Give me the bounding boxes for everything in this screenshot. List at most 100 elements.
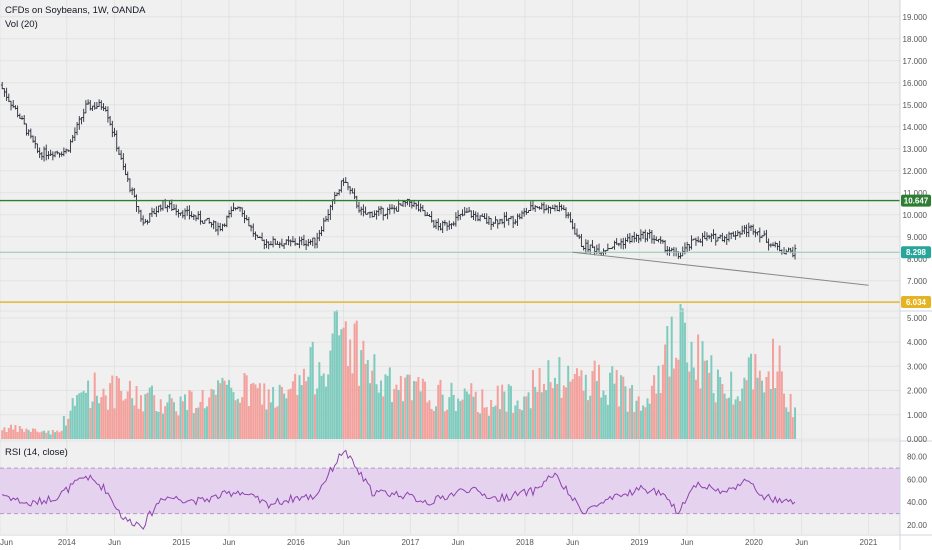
volume-bar (87, 380, 90, 439)
volume-bar (571, 379, 574, 439)
volume-bar (430, 408, 433, 439)
volume-bar (82, 390, 85, 439)
volume-bar (426, 402, 429, 439)
volume-bar (49, 434, 52, 439)
volume-bar (335, 310, 338, 439)
volume-bar (450, 382, 453, 439)
volume-bar (296, 394, 299, 439)
rsi-axis[interactable]: 80.00 60.00 40.00 20.00 (907, 453, 928, 530)
volume-tick-label: 4.000 (907, 338, 928, 347)
volume-tick-label: 2.000 (907, 387, 928, 396)
rsi-indicator-label[interactable]: RSI (14, close) (5, 447, 68, 458)
volume-bar (754, 354, 757, 439)
volume-bar (657, 365, 660, 439)
volume-bar (716, 369, 719, 439)
volume-bar (721, 384, 724, 439)
volume-bar (745, 380, 748, 439)
volume-bar (181, 401, 184, 439)
volume-bar (584, 374, 587, 439)
volume-bar (346, 366, 349, 439)
volume-bar (672, 368, 675, 439)
volume-bar (12, 429, 15, 439)
time-tick-label: Jun (223, 538, 236, 547)
time-tick-label: Jun (795, 538, 808, 547)
time-axis[interactable]: Jun 2014 Jun 2015 Jun 2016 Jun 2017 Jun 2018 Jun 20… (0, 538, 878, 547)
volume-bar (485, 407, 488, 439)
volume-bar (741, 388, 744, 439)
volume-bar (518, 409, 521, 439)
volume-bar (388, 367, 391, 439)
volume-bar (18, 426, 21, 439)
volume-bar (549, 382, 552, 439)
volume-bar (496, 385, 499, 439)
price-tick-label: 11.000 (903, 189, 927, 198)
volume-bar (10, 424, 13, 439)
volume-bar (80, 392, 83, 439)
volume-bar (520, 410, 523, 439)
volume-bar (111, 375, 114, 439)
volume-bar (58, 432, 61, 439)
volume-bar (624, 386, 627, 439)
volume-bar (646, 398, 649, 439)
volume-bar (40, 431, 43, 439)
volume-bar (333, 311, 336, 439)
volume-bar (490, 399, 493, 439)
volume-axis[interactable]: 5.000 4.000 3.000 2.000 1.000 0.000 (907, 314, 928, 444)
volume-bar (377, 392, 380, 439)
volume-bar (208, 397, 211, 439)
price-axis[interactable]: 19.000 18.000 17.000 16.000 15.000 14.000 13.0… (903, 13, 928, 308)
volume-bar (443, 411, 446, 439)
volume-bar (186, 409, 189, 439)
volume-bar (195, 408, 198, 439)
volume-bar (309, 347, 312, 439)
volume-bar (109, 383, 112, 439)
volume-bar (278, 384, 281, 439)
volume-bar (122, 400, 125, 439)
time-tick-label: Jun (0, 538, 13, 547)
volume-bar (483, 407, 486, 439)
volume-bar (690, 341, 693, 439)
volume-bar (617, 406, 620, 439)
volume-bar (199, 402, 202, 439)
volume-bar (230, 387, 233, 439)
volume-indicator-label[interactable]: Vol (20) (5, 19, 38, 30)
volume-bar (91, 401, 94, 439)
volume-bar (615, 369, 618, 439)
volume-bar (542, 383, 545, 439)
volume-bar (470, 383, 473, 439)
horizontal-lines[interactable] (0, 199, 900, 303)
volume-bar (148, 387, 151, 439)
volume-bar (243, 373, 246, 439)
volume-bar (580, 370, 583, 439)
chart-title[interactable]: CFDs on Soybeans, 1W, OANDA (5, 5, 146, 16)
volume-bar (648, 403, 651, 439)
time-tick-label: 2016 (287, 538, 305, 547)
volume-bar (212, 389, 215, 439)
volume-bar (402, 401, 405, 439)
volume-bar (446, 409, 449, 439)
volume-bar (397, 389, 400, 439)
volume-bars (1, 304, 797, 439)
price-tick-label: 17.000 (903, 57, 928, 66)
volume-bar (730, 371, 733, 439)
volume-bar (437, 384, 440, 439)
volume-bar (743, 377, 746, 439)
volume-bar (609, 372, 612, 439)
volume-bar (694, 379, 697, 439)
volume-bar (650, 385, 653, 439)
volume-bar (772, 338, 775, 439)
time-tick-label: 2018 (516, 538, 534, 547)
volume-bar (509, 385, 512, 439)
volume-bar (591, 371, 594, 439)
volume-bar (752, 389, 755, 439)
volume-bar (736, 396, 739, 439)
volume-bar (553, 377, 556, 439)
trendline[interactable] (572, 251, 869, 286)
volume-bar (382, 396, 385, 439)
volume-bar (214, 394, 217, 439)
volume-bar (373, 354, 376, 439)
volume-bar (732, 404, 735, 439)
time-tick-label: 2015 (172, 538, 190, 547)
price-tick-label: 9.000 (907, 233, 928, 242)
